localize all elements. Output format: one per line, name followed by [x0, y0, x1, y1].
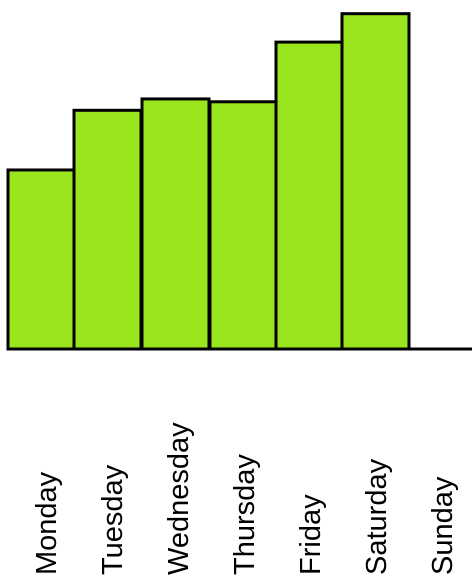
bar-saturday	[340, 12, 411, 351]
x-tick-label-friday: Friday	[295, 494, 327, 575]
x-tick-label-saturday: Saturday	[361, 458, 393, 575]
x-tick-label-sunday: Sunday	[427, 476, 459, 575]
bar-thursday	[208, 100, 279, 351]
bar-wednesday	[140, 97, 211, 351]
x-tick-label-thursday: Thursday	[229, 454, 261, 575]
bar-friday	[274, 40, 345, 351]
tick-labels-group: Monday Tuesday Wednesday Thursday Friday Satu…	[31, 422, 459, 575]
x-tick-label-tuesday: Tuesday	[97, 464, 129, 575]
x-tick-label-wednesday: Wednesday	[163, 422, 195, 575]
x-tick-label-monday: Monday	[31, 471, 63, 575]
bars-group	[6, 12, 411, 351]
bar-tuesday	[72, 108, 143, 351]
bar-monday	[6, 168, 77, 351]
